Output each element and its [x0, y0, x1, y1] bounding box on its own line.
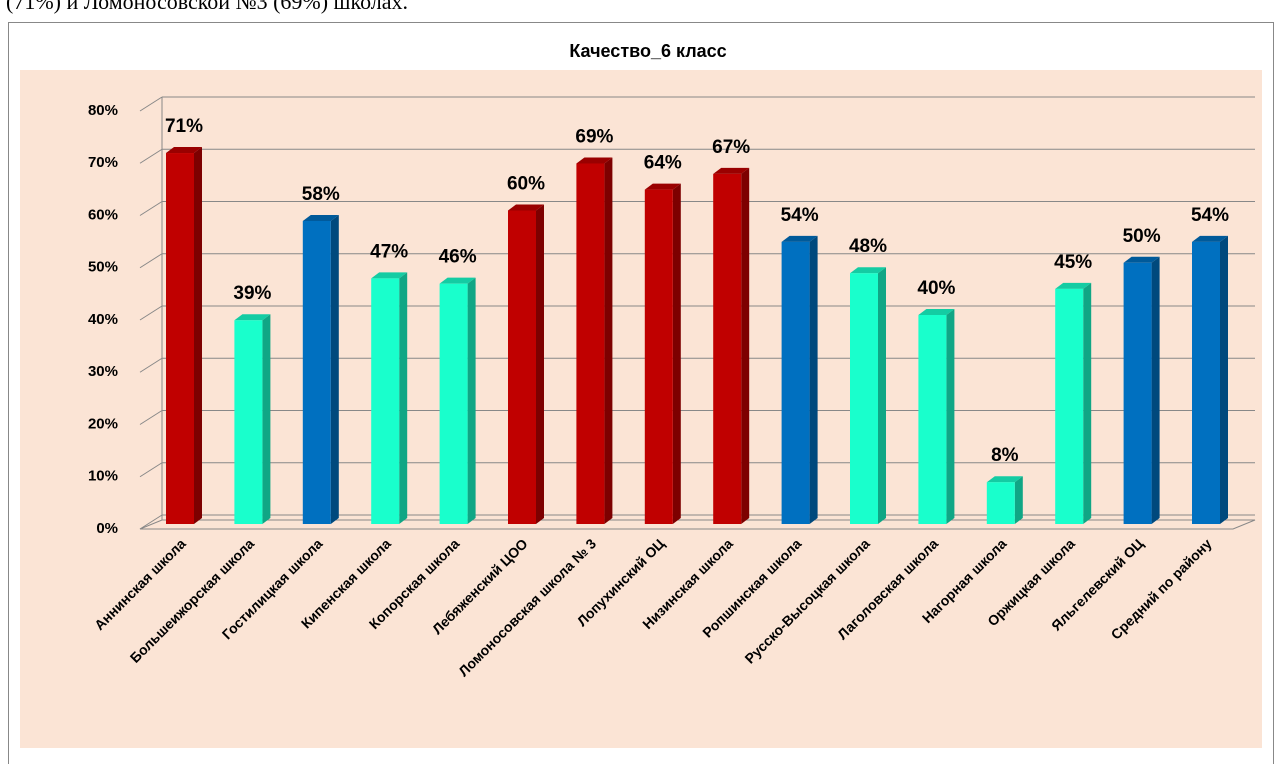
grid-line-side [139, 305, 163, 321]
bar-top [1055, 282, 1092, 289]
data-label: 8% [991, 445, 1019, 466]
bar [1055, 288, 1084, 524]
bar [850, 273, 878, 524]
data-label: 47% [370, 241, 408, 262]
grid-line-side [139, 96, 163, 112]
bar-top [576, 157, 613, 164]
bar-top [918, 309, 955, 315]
bar-top [644, 183, 681, 190]
bar-side [262, 314, 271, 524]
data-label: 69% [575, 126, 613, 147]
data-label: 60% [507, 174, 545, 195]
bar-side [1151, 256, 1160, 524]
bar-side [604, 157, 613, 524]
y-tick-label: 10% [88, 468, 118, 485]
bar [166, 153, 194, 524]
bar-side [330, 214, 339, 524]
grid-line-side [139, 148, 163, 164]
bar [576, 163, 605, 524]
data-label: 54% [1191, 205, 1229, 226]
bar-top [850, 267, 886, 274]
y-tick-label: 70% [88, 154, 118, 171]
y-tick-label: 50% [88, 259, 118, 276]
data-label: 45% [1054, 252, 1092, 273]
bar-top [713, 167, 750, 174]
bar-side [1083, 282, 1092, 524]
data-label: 39% [233, 283, 271, 304]
bar-top [781, 235, 818, 242]
bar [713, 173, 742, 525]
bar-top [986, 476, 1023, 483]
bar-side [809, 235, 818, 524]
bar [1123, 262, 1152, 524]
bar-side [672, 183, 681, 524]
grid-line-side [139, 410, 163, 425]
grid-line-side [139, 357, 163, 373]
y-tick-label: 40% [88, 311, 118, 328]
bar [1192, 241, 1220, 524]
grid-line-side [139, 462, 163, 478]
bar-side [741, 167, 750, 525]
bar-side [878, 267, 886, 524]
bar-top [439, 277, 476, 284]
bar-top [302, 214, 339, 221]
data-label: 50% [1123, 226, 1161, 247]
bar-side [194, 147, 202, 524]
bar-side [1220, 235, 1228, 524]
y-tick-label: 20% [88, 415, 118, 432]
floor [139, 519, 1256, 530]
bar-side [536, 204, 544, 524]
y-tick-label: 0% [96, 520, 118, 537]
data-label: 71% [165, 116, 203, 137]
data-label: 48% [849, 236, 887, 257]
bar [508, 210, 536, 524]
chart-title: Качество_6 класс [569, 41, 726, 61]
grid-line-side [139, 253, 163, 269]
grid-line-side [139, 201, 163, 216]
bar-top [1192, 235, 1228, 242]
bar [986, 482, 1015, 524]
y-tick-label: 30% [88, 363, 118, 380]
bar [781, 241, 810, 524]
caption: (71%) и Ломоносовской №3 (69%) школах. [6, 0, 408, 14]
data-label: 58% [302, 184, 340, 205]
data-label: 64% [644, 153, 682, 174]
bar [644, 189, 673, 524]
bar-top [166, 147, 202, 154]
bar-top [508, 204, 544, 211]
bar-side [467, 277, 476, 524]
bar-side [399, 272, 408, 524]
data-label: 54% [781, 205, 819, 226]
y-tick-label: 80% [88, 102, 118, 119]
plot-background [20, 70, 1262, 748]
bar-top [1123, 256, 1160, 263]
bar-side [1014, 476, 1023, 524]
bar [302, 220, 331, 524]
bar [371, 278, 400, 524]
bar [234, 320, 263, 524]
bar-top [371, 272, 408, 279]
bar-top [234, 314, 271, 321]
bar [918, 315, 947, 524]
y-tick-label: 60% [88, 206, 118, 223]
bar-side [946, 309, 955, 524]
data-label: 67% [712, 137, 750, 158]
data-label: 46% [439, 247, 477, 268]
data-label: 40% [917, 278, 955, 299]
bar [439, 283, 468, 524]
grid-line-side [139, 514, 163, 530]
